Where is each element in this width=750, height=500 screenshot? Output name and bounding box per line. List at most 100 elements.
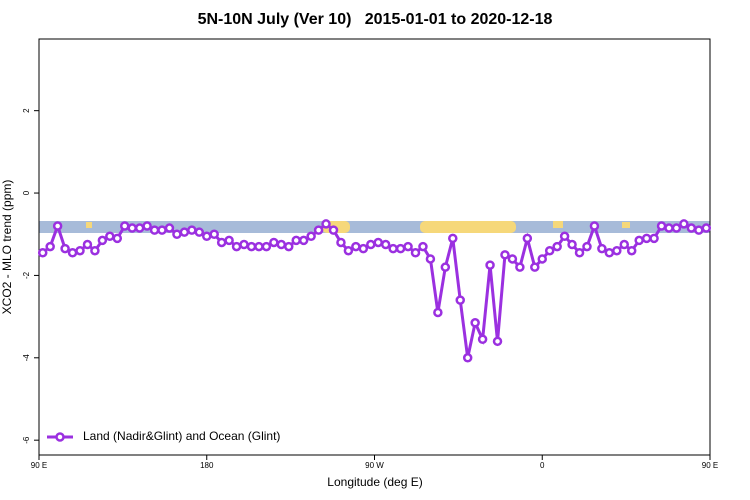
point bbox=[254, 241, 264, 252]
point bbox=[246, 241, 257, 252]
point bbox=[37, 248, 48, 258]
point bbox=[656, 221, 667, 231]
point bbox=[239, 239, 249, 250]
land bbox=[420, 221, 516, 233]
point bbox=[597, 243, 607, 254]
y-axis-label: XCO2 - MLO trend (ppm) bbox=[0, 180, 14, 315]
point bbox=[574, 248, 585, 258]
point bbox=[626, 245, 637, 256]
point bbox=[403, 241, 413, 252]
point bbox=[500, 250, 510, 260]
point bbox=[686, 223, 697, 233]
y-tick-label: -6 bbox=[22, 436, 31, 444]
point bbox=[172, 229, 182, 239]
x-axis-label: Longitude (deg E) bbox=[327, 475, 422, 489]
land bbox=[622, 222, 630, 228]
point bbox=[537, 254, 547, 264]
point bbox=[522, 233, 533, 244]
point bbox=[425, 254, 436, 264]
point bbox=[462, 353, 473, 363]
point bbox=[284, 241, 294, 252]
point bbox=[306, 231, 316, 242]
point bbox=[291, 235, 301, 246]
point bbox=[75, 245, 85, 256]
land bbox=[553, 221, 563, 228]
point bbox=[67, 248, 78, 258]
legend-label: Land (Nadir&Glint) and Ocean (Glint) bbox=[83, 429, 280, 443]
point bbox=[45, 241, 55, 252]
point bbox=[202, 231, 212, 242]
point bbox=[127, 223, 137, 233]
ocean bbox=[39, 221, 710, 233]
point bbox=[112, 233, 123, 244]
point bbox=[336, 237, 346, 248]
point bbox=[187, 225, 197, 235]
y-tick-label: -2 bbox=[22, 271, 31, 279]
point bbox=[261, 241, 272, 252]
land bbox=[86, 222, 92, 228]
point bbox=[224, 235, 234, 246]
point bbox=[90, 245, 100, 256]
point bbox=[641, 233, 652, 244]
point bbox=[552, 241, 562, 252]
legend-marker bbox=[55, 432, 65, 442]
point bbox=[60, 243, 70, 254]
point bbox=[216, 237, 227, 248]
point bbox=[455, 295, 465, 305]
y-tick-label: 0 bbox=[22, 190, 31, 195]
point bbox=[194, 227, 205, 237]
point bbox=[492, 336, 503, 347]
point bbox=[328, 225, 339, 235]
chart-title: 5N-10N July (Ver 10) 2015-01-01 to 2020-… bbox=[198, 11, 553, 28]
y-tick-label: -4 bbox=[22, 354, 31, 362]
x-tick-label: 0 bbox=[540, 461, 545, 470]
point bbox=[448, 233, 458, 244]
point bbox=[164, 223, 175, 233]
point bbox=[134, 223, 145, 233]
point bbox=[604, 248, 615, 258]
point bbox=[440, 262, 451, 272]
point bbox=[313, 225, 324, 235]
point bbox=[52, 221, 63, 231]
point bbox=[507, 254, 518, 264]
point bbox=[321, 219, 331, 229]
point bbox=[343, 245, 354, 256]
point bbox=[470, 318, 480, 328]
point bbox=[589, 221, 600, 231]
point bbox=[477, 334, 488, 345]
map-strip bbox=[39, 221, 710, 233]
point bbox=[366, 239, 376, 250]
point bbox=[395, 243, 406, 254]
point bbox=[634, 235, 644, 246]
point bbox=[119, 221, 130, 231]
point bbox=[544, 245, 555, 256]
point bbox=[410, 248, 421, 258]
point bbox=[485, 260, 495, 270]
point bbox=[619, 239, 630, 250]
point bbox=[142, 221, 152, 231]
point bbox=[179, 227, 190, 237]
point bbox=[388, 243, 398, 254]
point bbox=[433, 307, 443, 318]
point bbox=[671, 223, 682, 233]
point bbox=[105, 231, 115, 242]
point bbox=[97, 235, 108, 246]
point bbox=[694, 225, 704, 235]
x-tick-label: 90 E bbox=[31, 461, 47, 470]
point bbox=[612, 245, 622, 256]
point bbox=[515, 262, 525, 272]
point bbox=[231, 241, 242, 252]
point bbox=[298, 235, 309, 246]
point bbox=[418, 241, 428, 252]
point bbox=[82, 239, 93, 250]
point bbox=[351, 241, 361, 252]
point bbox=[373, 237, 383, 248]
point bbox=[582, 241, 592, 252]
point bbox=[209, 229, 219, 239]
point bbox=[358, 243, 369, 254]
x-tick-label: 90 W bbox=[365, 461, 384, 470]
point bbox=[664, 223, 674, 233]
y-tick-label: 2 bbox=[22, 108, 31, 113]
x-tick-label: 90 E bbox=[702, 461, 718, 470]
